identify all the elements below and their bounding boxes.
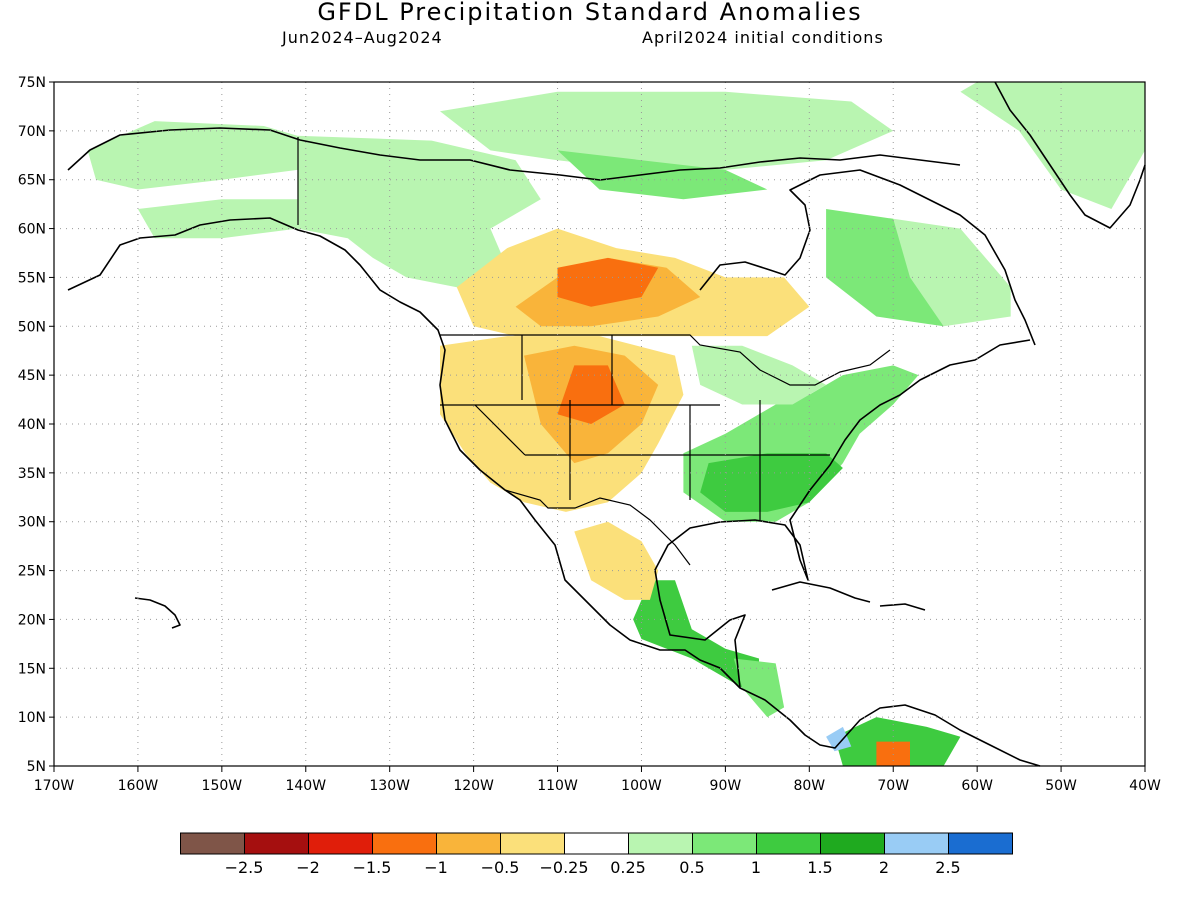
colorbar-swatch (820, 832, 885, 855)
colorbar-swatch (436, 832, 501, 855)
plot-frame (53, 81, 1146, 767)
y-tick-label: 75N (18, 75, 46, 91)
colorbar-legend: −2.5 −2 −1.5 −1 −0.5 −0.25 0.25 0.5 1 1.5 2 2.5 (180, 832, 1013, 877)
anomaly-region-southeast-us-wet (700, 453, 843, 512)
hawaii (134, 597, 181, 629)
x-tick-label: 100W (621, 778, 662, 794)
anomaly-region-mexico-wet (633, 580, 759, 688)
y-tick-label: 60N (18, 222, 46, 238)
x-tick-label: 120W (453, 778, 494, 794)
anomaly-region-central-america-wet (733, 658, 785, 718)
map-title: GFDL Precipitation Standard Anomalies (317, 0, 863, 26)
colorbar-label: −1 (424, 858, 448, 877)
x-tick-label: 150W (202, 778, 243, 794)
y-tick-label: 45N (18, 368, 46, 384)
colorbar-swatch (244, 832, 309, 855)
colorbar-label: 2 (879, 858, 889, 877)
x-tick-label: 170W (34, 778, 75, 794)
x-tick-label: 80W (793, 778, 825, 794)
political-borders (297, 137, 891, 566)
x-tick-label: 50W (1045, 778, 1077, 794)
y-tick-label: 30N (18, 515, 46, 531)
anomaly-region-mexico-plateau-dry (574, 521, 659, 600)
colorbar-swatch (628, 832, 693, 855)
x-tick-label: 130W (369, 778, 410, 794)
gulf-coast (654, 339, 1031, 689)
north-america-coastline (67, 217, 1041, 767)
colorbar-label: −0.25 (539, 858, 588, 877)
y-tick-label: 35N (18, 466, 46, 482)
y-tick-label: 20N (18, 612, 46, 628)
y-tick-label: 10N (18, 710, 46, 726)
colorbar-label: 1 (751, 858, 761, 877)
anomaly-region-alaska-north-wet (87, 121, 298, 190)
latitude-ticks: 5N 10N 15N 20N 25N 30N 35N 40N 45N 50N 55N 60N 65N 70… (18, 75, 54, 775)
colorbar-swatch (372, 832, 437, 855)
x-tick-label: 110W (537, 778, 578, 794)
y-tick-label: 70N (18, 124, 46, 140)
us-canada-border (440, 334, 891, 386)
y-tick-label: 55N (18, 270, 46, 286)
y-tick-label: 15N (18, 661, 46, 677)
state-lines (440, 335, 830, 520)
colorbar-label: 1.5 (807, 858, 832, 877)
colorbar-swatch (756, 832, 821, 855)
y-tick-label: 50N (18, 319, 46, 335)
colorbar-swatch (948, 832, 1013, 855)
anomaly-region-great-lakes-wet (691, 345, 827, 405)
x-tick-label: 140W (285, 778, 326, 794)
colorbar-swatch (308, 832, 373, 855)
colorbar-swatch (180, 832, 245, 855)
colorbar-label: −0.5 (481, 858, 520, 877)
anomaly-region-yukon-wet (297, 135, 541, 249)
x-tick-label: 70W (877, 778, 909, 794)
colorbar-swatch (500, 832, 565, 855)
longitude-ticks: 170W 160W 150W 140W 130W 120W 110W 100W 90W 80W 70… (34, 766, 1161, 794)
initial-conditions: April2024 initial conditions (642, 28, 884, 47)
colorbar-label: −2.5 (225, 858, 264, 877)
anomaly-region-alaska-interior-wet (137, 199, 298, 239)
x-tick-label: 40W (1129, 778, 1161, 794)
anomaly-region-labrador-wet (893, 218, 1011, 327)
colorbar-swatch (564, 832, 629, 855)
colorbar-label: 2.5 (935, 858, 960, 877)
anomaly-region-venezuela-dry (876, 741, 910, 766)
x-tick-label: 160W (118, 778, 159, 794)
anomaly-region-greenland-wet (960, 82, 1145, 209)
cuba (771, 581, 871, 603)
arctic-coast (67, 127, 961, 181)
anomaly-region-colombia-wet (834, 717, 961, 766)
anomaly-region-bc-wet (347, 228, 508, 288)
colorbar-swatch (692, 832, 757, 855)
greenland-coast (994, 81, 1146, 229)
anomaly-region-nunavut-wet (557, 150, 768, 200)
colorbar-label: 0.5 (679, 858, 704, 877)
y-tick-label: 40N (18, 417, 46, 433)
colorbar-label: −2 (296, 858, 320, 877)
y-tick-label: 5N (27, 759, 46, 775)
hudson-bay-coast (699, 169, 1036, 346)
coastlines (67, 81, 1146, 767)
x-tick-label: 60W (961, 778, 993, 794)
anomaly-region-colombia-blue (826, 726, 852, 752)
forecast-period: Jun2024–Aug2024 (282, 28, 443, 47)
colorbar-label: 0.25 (610, 858, 646, 877)
y-tick-label: 25N (18, 564, 46, 580)
us-mexico-border (504, 489, 691, 566)
anomaly-regions (87, 82, 1145, 766)
y-tick-label: 65N (18, 173, 46, 189)
colorbar-label: −1.5 (353, 858, 392, 877)
colorbar-swatch (884, 832, 949, 855)
hispaniola (879, 603, 926, 611)
anomaly-region-saskatchewan-dry (557, 257, 659, 307)
x-tick-label: 90W (710, 778, 742, 794)
anomaly-region-rockies-dry (557, 365, 625, 424)
